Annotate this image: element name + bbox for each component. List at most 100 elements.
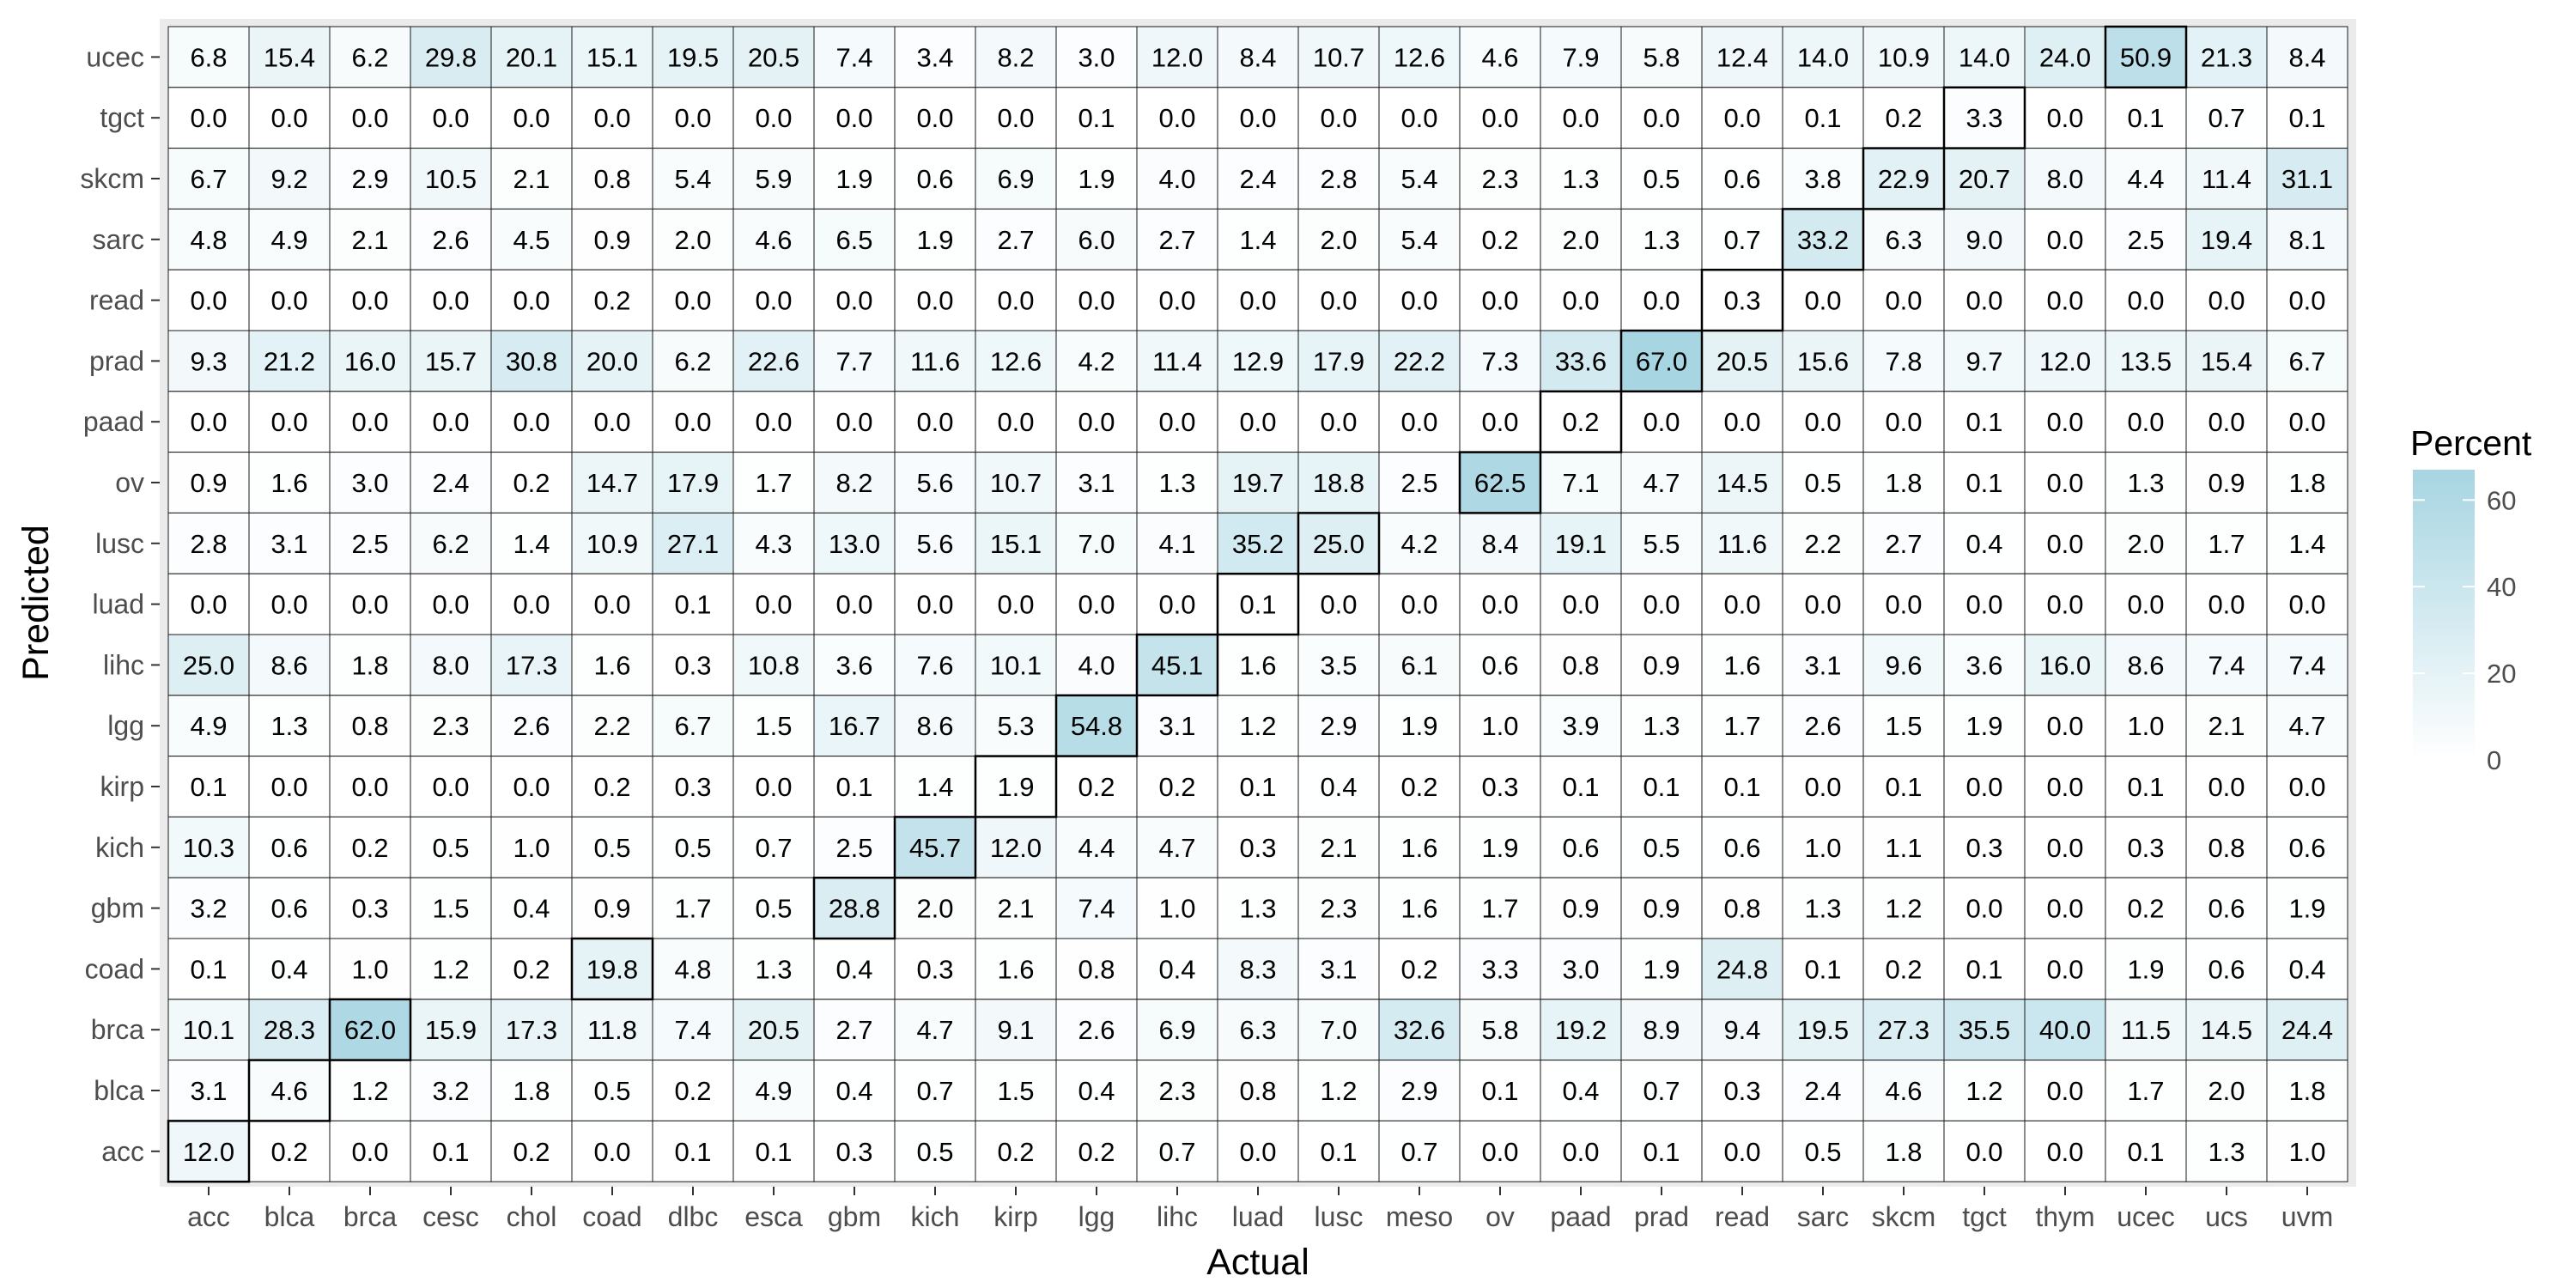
cell-value-label: 0.2	[593, 286, 630, 316]
heatmap-cell	[1217, 512, 1299, 574]
cell-value-label: 19.7	[1232, 468, 1284, 498]
cell-value-label: 20.5	[748, 42, 799, 72]
x-tick-label: tgct	[1962, 1201, 2007, 1232]
heatmap-cell	[329, 26, 411, 88]
heatmap-cell	[1943, 208, 2026, 270]
cell-value-label: 3.9	[1562, 711, 1599, 741]
y-tick-label: sarc	[93, 224, 144, 255]
cell-value-label: 2.6	[1078, 1015, 1115, 1045]
cell-value-label: 1.7	[1723, 711, 1760, 741]
heatmap-cell	[813, 634, 896, 696]
legend-title: Percent	[2410, 423, 2532, 463]
heatmap-cell	[1459, 26, 1541, 88]
heatmap-cell	[1136, 269, 1218, 331]
cell-value-label: 0.0	[1481, 1137, 1518, 1167]
heatmap-cell	[1297, 452, 1380, 513]
heatmap-cell	[167, 269, 250, 331]
heatmap-cell	[2024, 452, 2106, 513]
heatmap-cell	[1620, 877, 1703, 939]
heatmap-cell	[490, 269, 573, 331]
cell-value-label: 3.6	[1965, 650, 2002, 680]
heatmap-cell	[975, 87, 1057, 149]
cell-value-label: 1.0	[1481, 711, 1518, 741]
legend-colorbar	[2413, 470, 2475, 760]
cell-value-label: 0.8	[1562, 650, 1599, 680]
cell-value-label: 10.9	[586, 529, 638, 559]
cell-value-label: 8.2	[997, 42, 1034, 72]
cell-value-label: 1.5	[432, 894, 469, 924]
legend-tick-label: 40	[2487, 572, 2516, 602]
cell-value-label: 0.8	[1078, 954, 1115, 984]
heatmap-cell	[1701, 208, 1783, 270]
cell-value-label: 6.5	[835, 225, 872, 255]
cell-value-label: 1.5	[755, 711, 792, 741]
heatmap-cell	[1862, 634, 1945, 696]
diagonal-cell-outline	[1700, 268, 1784, 332]
heatmap-cell	[975, 269, 1057, 331]
cell-value-label: 0.3	[674, 772, 711, 802]
heatmap-cell	[1378, 512, 1461, 574]
heatmap-cell	[1459, 391, 1541, 453]
heatmap-cell	[329, 877, 411, 939]
cell-value-label: 0.0	[432, 772, 469, 802]
cell-value-label: 0.0	[2046, 772, 2083, 802]
cell-value-label: 1.7	[2127, 1076, 2164, 1106]
cell-value-label: 0.0	[835, 286, 872, 316]
cell-value-label: 0.0	[2127, 286, 2164, 316]
cell-value-label: 4.8	[190, 225, 227, 255]
heatmap-cell	[1055, 269, 1138, 331]
cell-value-label: 0.3	[2127, 833, 2164, 863]
cell-value-label: 0.0	[513, 103, 550, 133]
cell-value-label: 0.2	[674, 1076, 711, 1106]
cell-value-label: 7.0	[1078, 529, 1115, 559]
heatmap-cell	[2024, 756, 2106, 817]
heatmap-cell	[2024, 512, 2106, 574]
cell-value-label: 0.7	[1158, 1137, 1195, 1167]
cell-value-label: 0.9	[1643, 894, 1680, 924]
cell-value-label: 0.1	[1965, 468, 2002, 498]
cell-value-label: 45.1	[1151, 650, 1203, 680]
cell-value-label: 2.5	[351, 529, 388, 559]
heatmap-cell	[1136, 391, 1218, 453]
cell-value-label: 2.0	[916, 894, 953, 924]
heatmap-cell	[1136, 26, 1218, 88]
cell-value-label: 0.0	[997, 286, 1034, 316]
cell-value-label: 6.2	[351, 42, 388, 72]
heatmap-cell	[490, 695, 573, 757]
cell-value-label: 16.7	[829, 711, 880, 741]
cell-value-label: 4.6	[270, 1076, 307, 1106]
heatmap-cell	[1378, 877, 1461, 939]
heatmap-cell	[1136, 999, 1218, 1061]
x-tick-label: acc	[187, 1201, 230, 1232]
heatmap-cell	[732, 756, 815, 817]
cell-value-label: 0.0	[1723, 407, 1760, 437]
cell-value-label: 0.0	[1562, 286, 1599, 316]
cell-value-label: 0.0	[513, 286, 550, 316]
heatmap-cell	[329, 87, 411, 149]
heatmap-cell	[2185, 634, 2268, 696]
cell-value-label: 40.0	[2039, 1015, 2091, 1045]
heatmap-cell	[1943, 26, 2026, 88]
y-tick-label: gbm	[91, 893, 144, 924]
heatmap-cell	[1943, 573, 2026, 635]
cell-value-label: 0.5	[674, 833, 711, 863]
heatmap-cell	[2105, 26, 2187, 88]
cell-value-label: 0.0	[270, 286, 307, 316]
cell-value-label: 1.4	[513, 529, 550, 559]
heatmap-cell	[571, 573, 653, 635]
heatmap-cell	[1620, 816, 1703, 878]
heatmap-cell	[1540, 269, 1622, 331]
cell-value-label: 0.2	[997, 1137, 1034, 1167]
cell-value-label: 15.9	[425, 1015, 477, 1045]
legend: Percent 0 20 40 60	[2410, 423, 2532, 775]
cell-value-label: 4.4	[1078, 833, 1115, 863]
cell-value-label: 0.0	[1078, 590, 1115, 620]
x-tick-label: cesc	[422, 1201, 479, 1232]
cell-value-label: 15.6	[1797, 346, 1849, 376]
cell-value-label: 1.6	[1723, 650, 1760, 680]
heatmap-cell	[894, 512, 976, 574]
heatmap-cell	[1055, 1120, 1138, 1182]
cell-value-label: 0.0	[997, 590, 1034, 620]
heatmap-cell	[1862, 26, 1945, 88]
x-tick-label: skcm	[1872, 1201, 1936, 1232]
